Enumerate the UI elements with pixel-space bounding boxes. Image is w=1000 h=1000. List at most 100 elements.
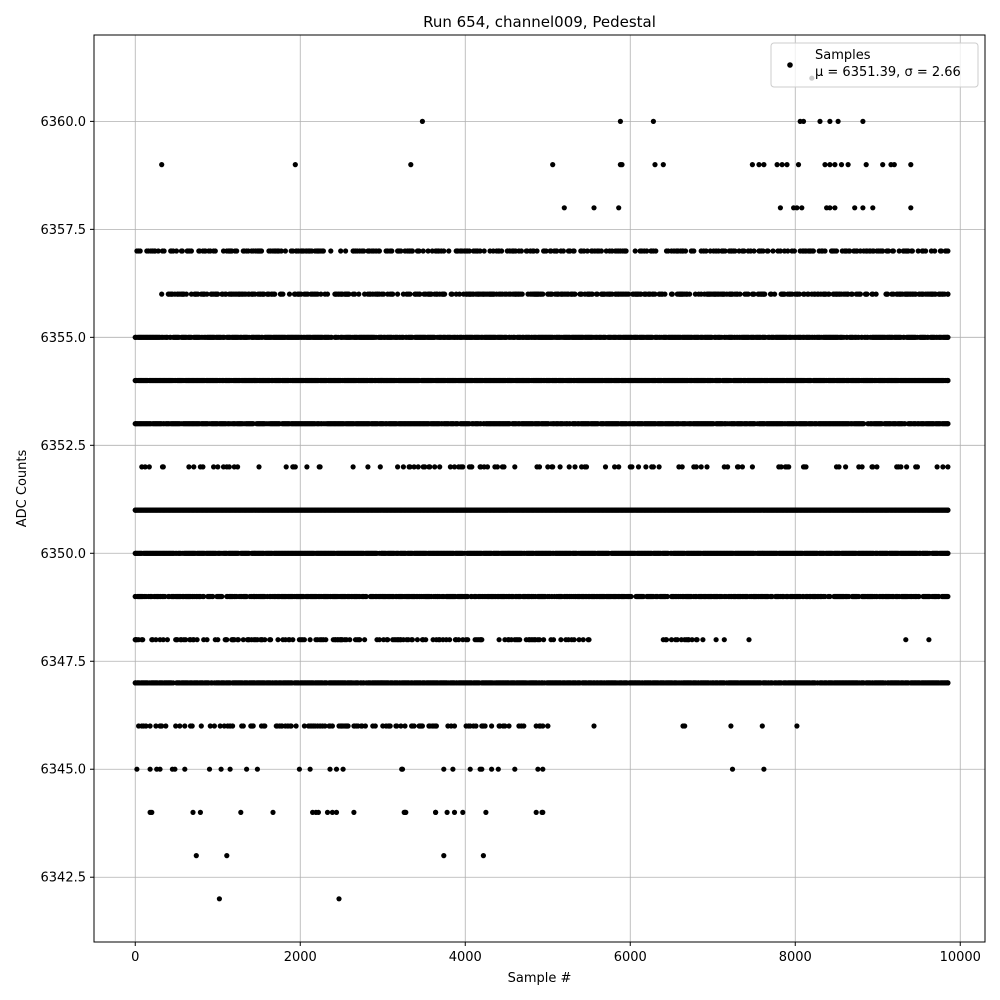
scatter-point	[218, 766, 224, 772]
scatter-point	[235, 464, 241, 470]
scatter-point	[794, 723, 800, 729]
points-layer	[132, 75, 951, 902]
scatter-point	[494, 464, 500, 470]
scatter-point	[460, 809, 466, 816]
scatter-point	[656, 464, 662, 470]
scatter-point	[296, 766, 302, 772]
scatter-point	[387, 723, 393, 729]
scatter-point	[501, 464, 507, 470]
scatter-point	[403, 809, 409, 816]
scatter-point	[177, 723, 183, 729]
scatter-point	[198, 723, 204, 729]
scatter-point	[674, 637, 680, 643]
scatter-point	[843, 464, 849, 470]
scatter-point	[945, 680, 951, 686]
scatter-point	[293, 723, 299, 729]
scatter-point	[433, 809, 439, 816]
scatter-point	[292, 464, 298, 470]
scatter-point	[172, 766, 178, 772]
scatter-point	[411, 723, 417, 729]
scatter-point	[322, 723, 328, 729]
scatter-point	[571, 637, 577, 643]
scatter-point	[140, 637, 146, 643]
scatter-point	[536, 464, 543, 470]
scatter-point	[275, 637, 281, 643]
scatter-point	[480, 853, 486, 859]
scatter-point	[244, 766, 250, 772]
scatter-point	[256, 464, 262, 470]
scatter-point	[483, 809, 489, 816]
scatter-point	[254, 766, 260, 772]
scatter-point	[479, 766, 485, 772]
scatter-point	[629, 464, 635, 470]
scatter-point	[182, 766, 188, 772]
scatter-point	[200, 464, 206, 470]
scatter-point	[650, 464, 657, 470]
scatter-point	[836, 464, 842, 470]
scatter-point	[945, 464, 951, 470]
scatter-point	[136, 723, 142, 729]
scatter-point	[143, 723, 149, 729]
scatter-point	[132, 507, 138, 513]
scatter-point	[159, 723, 165, 729]
scatter-point	[414, 637, 420, 643]
scatter-point	[357, 637, 363, 643]
scatter-point	[235, 637, 241, 643]
scatter-point	[550, 637, 557, 643]
scatter-point	[215, 464, 221, 470]
scatter-point	[268, 637, 274, 643]
scatter-point	[456, 637, 462, 643]
scatter-point	[207, 723, 213, 729]
scatter-point	[586, 637, 592, 643]
scatter-point	[262, 637, 268, 643]
scatter-point	[602, 464, 609, 470]
scatter-point	[467, 766, 473, 772]
scatter-point	[904, 464, 910, 470]
scatter-point	[226, 464, 232, 470]
scatter-point	[183, 637, 189, 643]
scatter-point	[489, 766, 495, 772]
scatter-point	[197, 809, 203, 816]
scatter-point	[224, 853, 230, 859]
scatter-point	[713, 637, 719, 643]
scatter-point	[698, 464, 704, 470]
scatter-point	[945, 550, 951, 556]
scatter-point	[182, 723, 188, 729]
scatter-point	[786, 464, 792, 470]
scatter-point	[345, 723, 351, 729]
scatter-point	[134, 766, 140, 772]
scatter-point	[583, 464, 590, 470]
scatter-point	[399, 766, 406, 772]
scatter-point	[558, 637, 564, 643]
scatter-point	[363, 593, 369, 600]
scatter-point	[512, 464, 518, 470]
scatter-point	[377, 464, 383, 470]
scatter-point	[484, 464, 491, 470]
scatter-point	[415, 464, 421, 470]
scatter-point	[270, 809, 276, 816]
scatter-point	[694, 637, 700, 643]
scatter-point	[333, 809, 340, 816]
scatter-point	[465, 637, 471, 643]
scatter-point	[460, 464, 466, 470]
scatter-point	[427, 464, 433, 470]
scatter-point	[394, 723, 400, 729]
scatter-point	[728, 723, 734, 729]
scatter-point	[576, 637, 582, 643]
scatter-point	[164, 637, 170, 643]
scatter-point	[157, 766, 163, 772]
scatter-point	[132, 550, 138, 556]
scatter-point	[689, 637, 695, 643]
scatter-point	[147, 723, 153, 729]
scatter-point	[628, 593, 634, 600]
scatter-point	[372, 723, 378, 729]
scatter-point	[761, 766, 767, 772]
scatter-point	[191, 464, 197, 470]
scatter-point	[186, 464, 192, 470]
scatter-point	[444, 809, 450, 816]
scatter-point	[132, 637, 138, 643]
scatter-point	[301, 723, 307, 729]
scatter-point	[219, 593, 225, 600]
